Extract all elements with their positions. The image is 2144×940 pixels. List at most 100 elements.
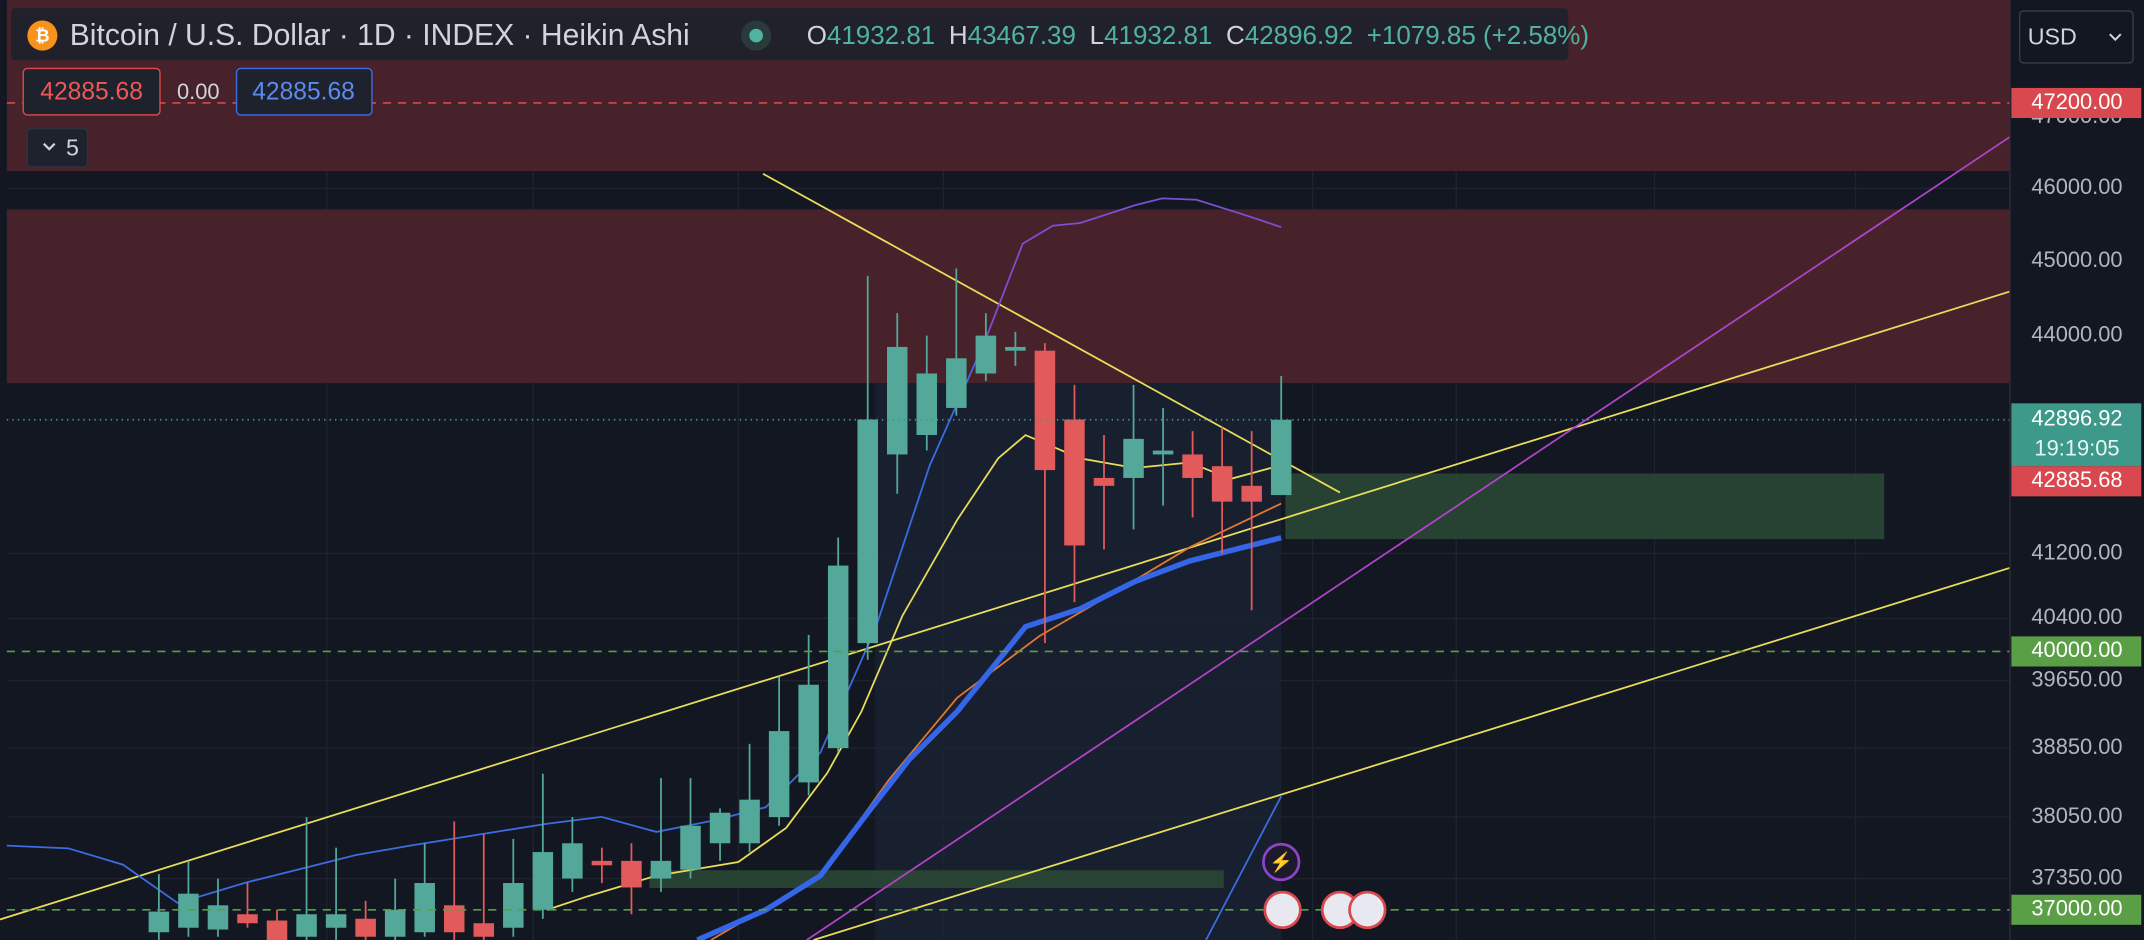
y-tick-label: 39650.00	[2031, 666, 2122, 691]
candles	[148, 268, 1292, 940]
candle-body	[266, 920, 288, 940]
event-icon-glyph: ⚡	[1269, 850, 1293, 873]
indicator-line	[983, 197, 1282, 343]
indicators	[0, 136, 2010, 940]
candle-body	[975, 335, 997, 374]
candle-body	[443, 905, 465, 933]
y-tick-label: 38050.00	[2031, 803, 2122, 828]
y-tick-label: 41200.00	[2031, 539, 2122, 564]
trendline	[0, 290, 2010, 921]
y-tick-label: 37350.00	[2031, 864, 2122, 889]
ohlc-values: O41932.81 H43467.39 L41932.81 C42896.92 +107…	[807, 20, 1589, 50]
candle-body	[1152, 450, 1174, 455]
dropdown-icon	[2109, 33, 2122, 42]
candle-body	[1123, 438, 1144, 478]
economic-event[interactable]	[1348, 890, 1387, 930]
coin-icon-glyph: ₿	[35, 26, 49, 46]
chevron-icon	[42, 142, 56, 151]
candle-body	[1064, 419, 1085, 546]
candle-body	[1005, 346, 1026, 351]
ohlc-key: C	[1226, 20, 1245, 50]
candle-body	[1211, 466, 1233, 502]
candle-body	[355, 918, 376, 937]
buy-price: 42885.68	[252, 79, 355, 106]
candle-body	[1034, 350, 1056, 471]
candle-body	[621, 860, 642, 888]
price-line-box	[2011, 894, 2142, 925]
candle-body	[650, 860, 672, 879]
ohlc-value: 43467.39	[968, 20, 1076, 50]
candle-body	[532, 852, 554, 910]
ohlc-value: 41932.81	[827, 20, 935, 50]
resistance-zone	[6, 209, 2010, 384]
y-tick-label: 46000.00	[2031, 174, 2122, 199]
economic-event[interactable]	[1263, 890, 1302, 930]
candle-body	[1270, 419, 1292, 496]
price-line-box	[2011, 466, 2142, 497]
price-line-label: 40000.00	[2031, 637, 2122, 662]
candle-body	[296, 914, 317, 937]
price-line-label: 47200.00	[2031, 89, 2122, 114]
candle-body	[680, 825, 701, 870]
candle-body	[1182, 454, 1203, 478]
candle-body	[916, 373, 938, 435]
change: +1079.85 (+2.58%)	[1367, 20, 1589, 50]
candle-body	[827, 565, 849, 749]
buy-button[interactable]	[235, 67, 373, 116]
event-icon[interactable]	[1262, 842, 1301, 882]
last-price-box	[2011, 403, 2142, 467]
support-zone	[649, 870, 1224, 889]
ohlc-value: 42896.92	[1245, 20, 1353, 50]
candle-body	[739, 799, 760, 844]
indicators-count: 5	[66, 134, 79, 160]
candle-body	[591, 860, 613, 866]
status-dot	[749, 28, 763, 43]
spread: 0.00	[177, 79, 220, 104]
trendline	[806, 136, 2010, 940]
ohlc-key: H	[949, 20, 968, 50]
ohlc-value: 41932.81	[1104, 20, 1212, 50]
y-tick-label: 44000.00	[2031, 321, 2122, 346]
trendline	[1205, 795, 1282, 940]
sell-button[interactable]	[22, 67, 161, 116]
candle-body	[325, 914, 347, 928]
coin-icon	[27, 20, 58, 51]
y-tick-label: 40400.00	[2031, 604, 2122, 629]
candle-body	[384, 909, 406, 937]
candle-body	[709, 812, 731, 844]
price-axis-labels: 37350.00 38050.00 38850.00 39650.00 40400.00…	[2011, 87, 2142, 925]
candle-body	[857, 419, 878, 644]
candle-body	[798, 684, 819, 783]
candle-body	[1093, 477, 1115, 486]
countdown: 19:19:05	[2034, 436, 2119, 461]
price-line-label: 37000.00	[2031, 896, 2122, 921]
candle-body	[768, 731, 790, 818]
price-line-label: 42885.68	[2031, 467, 2122, 492]
currency-select[interactable]	[2018, 10, 2134, 64]
trendline	[762, 172, 1341, 494]
ohlc-key: O	[807, 20, 827, 50]
candle-body	[1241, 485, 1262, 502]
sell-price: 42885.68	[40, 79, 143, 106]
candle-body	[148, 911, 170, 933]
price-line-box	[2011, 87, 2142, 119]
candle-body	[562, 843, 583, 879]
currency-label: USD	[2028, 23, 2077, 49]
y-tick-label: 38850.00	[2031, 734, 2122, 759]
moving-average	[696, 535, 1282, 940]
candle-body	[503, 883, 524, 928]
candle-body	[237, 914, 258, 924]
trendline	[813, 566, 2010, 940]
candle-body	[886, 346, 908, 455]
last-price-label: 42896.92	[2031, 406, 2122, 431]
candle-body	[414, 883, 435, 933]
indicators-toggle[interactable]	[26, 127, 89, 168]
ohlc-key: L	[1090, 20, 1104, 50]
candle-body	[473, 923, 495, 937]
candle-body	[178, 893, 199, 928]
symbol-title: Bitcoin / U.S. Dollar · 1D · INDEX · Hei…	[70, 19, 690, 52]
support-zone	[1285, 473, 1885, 540]
price-line-box	[2011, 636, 2142, 667]
